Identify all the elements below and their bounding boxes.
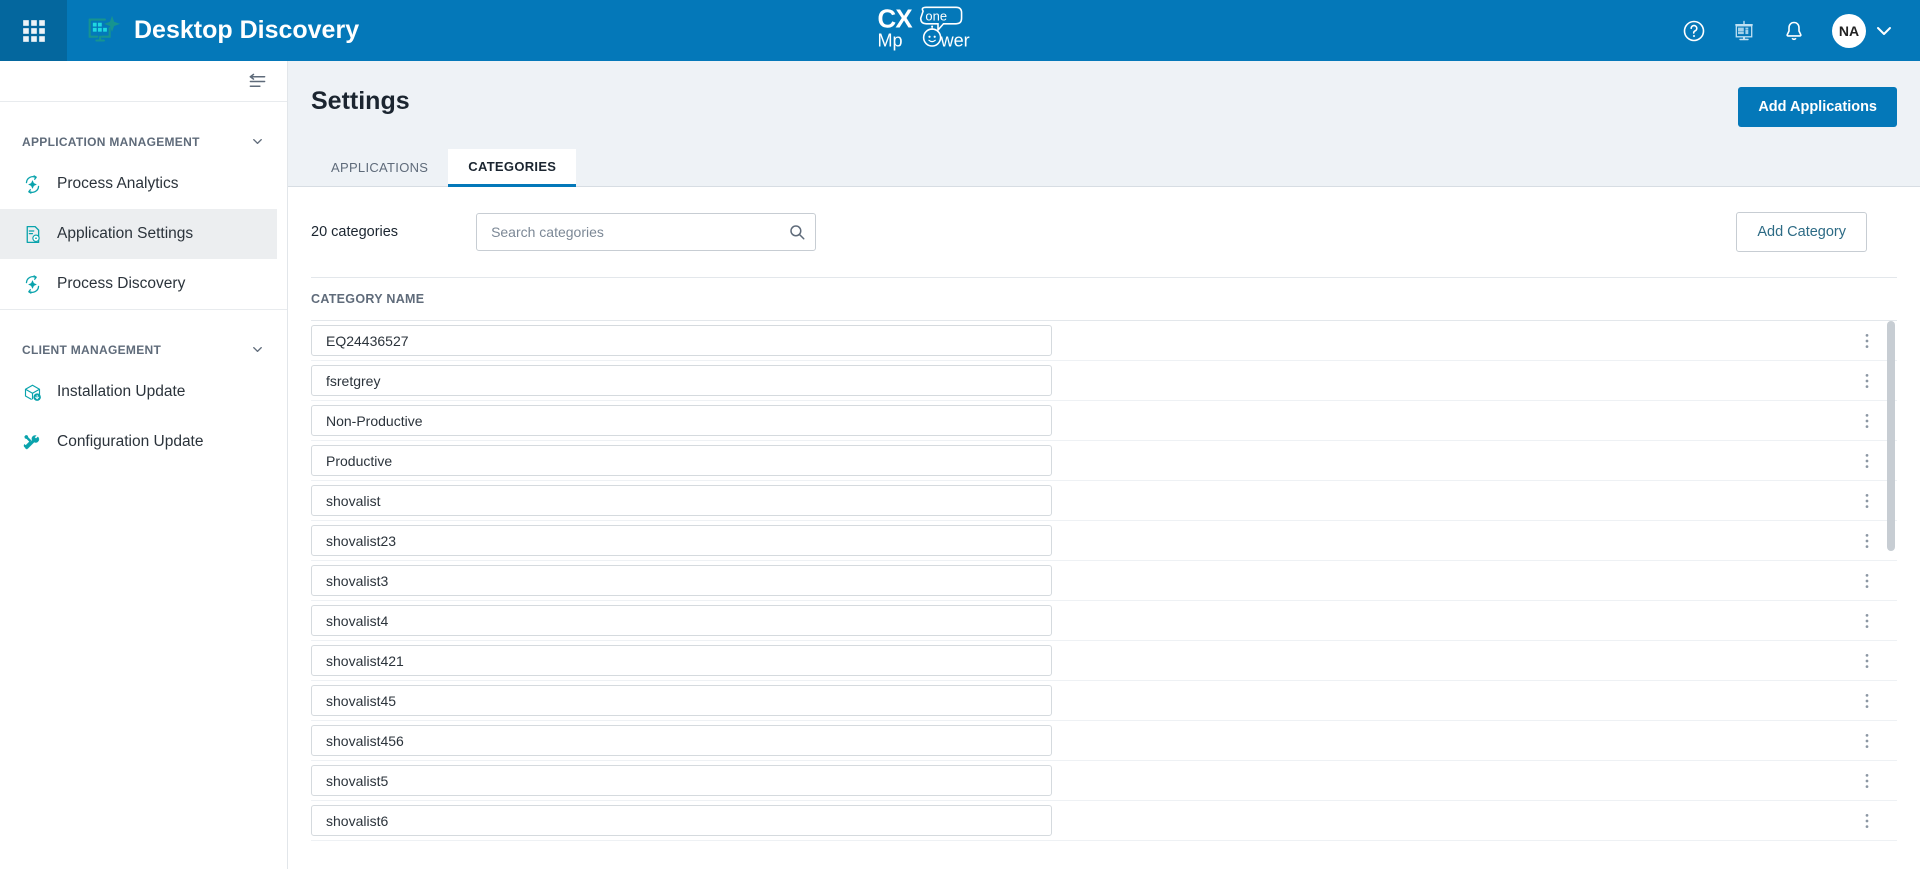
svg-text:CX: CX: [878, 6, 914, 33]
svg-text:wer: wer: [940, 30, 970, 50]
svg-text:Mp: Mp: [878, 30, 903, 50]
svg-text:one: one: [925, 8, 947, 23]
